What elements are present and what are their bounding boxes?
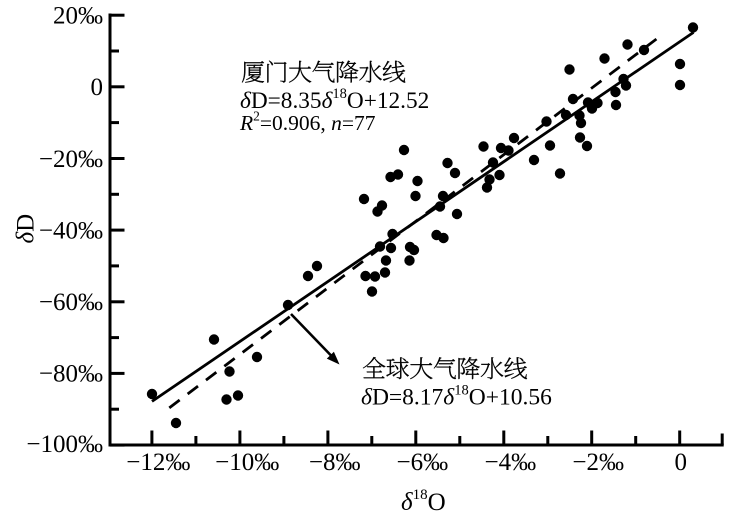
svg-text:−20‰: −20‰ [39,146,103,173]
svg-text:−60‰: −60‰ [39,289,103,316]
svg-text:−10‰: −10‰ [215,449,279,476]
svg-text:20‰: 20‰ [53,3,103,30]
svg-text:−4‰: −4‰ [484,449,536,476]
svg-text:−2‰: −2‰ [572,449,624,476]
svg-text:−80‰: −80‰ [39,361,103,388]
svg-text:−6‰: −6‰ [396,449,448,476]
svg-text:0: 0 [674,449,687,476]
svg-text:0: 0 [91,74,104,101]
svg-text:R2=0.906, n=77: R2=0.906, n=77 [239,109,376,136]
svg-text:−8‰: −8‰ [309,449,361,476]
svg-text:−100‰: −100‰ [26,431,103,458]
svg-text:−12‰: −12‰ [126,449,190,476]
svg-text:δD: δD [13,214,40,244]
svg-text:δ18O: δ18O [401,487,446,515]
svg-text:−40‰: −40‰ [39,217,103,244]
